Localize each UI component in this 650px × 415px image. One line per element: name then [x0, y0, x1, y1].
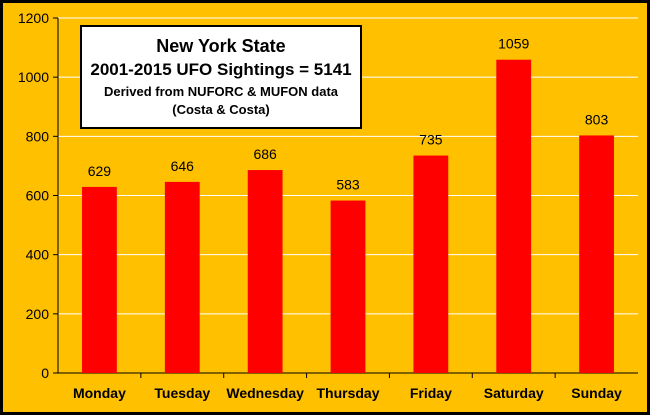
- y-tick-label: 800: [26, 128, 50, 144]
- bar-wednesday: [247, 170, 283, 373]
- bar-tuesday: [164, 181, 200, 373]
- y-tick-label: 1000: [18, 69, 49, 85]
- chart-title: New York State: [156, 36, 286, 56]
- bar-thursday: [330, 200, 366, 373]
- y-tick-label: 400: [26, 247, 50, 263]
- data-label-thursday: 583: [336, 177, 360, 193]
- chart-title-box: New York State 2001-2015 UFO Sightings =…: [80, 25, 362, 129]
- y-tick-label: 0: [41, 365, 49, 381]
- chart-source-note: Derived from NUFORC & MUFON data: [103, 84, 339, 99]
- data-label-wednesday: 686: [253, 146, 277, 162]
- x-tick-label-monday: Monday: [73, 385, 126, 401]
- x-tick-label-thursday: Thursday: [316, 385, 379, 401]
- y-tick-label: 600: [26, 188, 50, 204]
- bar-monday: [82, 186, 117, 373]
- x-tick-label-tuesday: Tuesday: [154, 385, 210, 401]
- data-label-sunday: 803: [585, 111, 609, 127]
- x-tick-label-friday: Friday: [410, 385, 452, 401]
- chart-credit: (Costa & Costa): [172, 102, 270, 117]
- bar-friday: [413, 155, 449, 373]
- bar-saturday: [496, 59, 532, 374]
- bar-sunday: [579, 135, 614, 373]
- x-tick-label-sunday: Sunday: [571, 385, 622, 401]
- y-tick-label: 200: [26, 306, 50, 322]
- chart-subtitle: 2001-2015 UFO Sightings = 5141: [90, 60, 352, 79]
- x-tick-label-wednesday: Wednesday: [226, 385, 304, 401]
- data-label-monday: 629: [88, 163, 112, 179]
- data-label-friday: 735: [419, 132, 443, 148]
- data-label-saturday: 1059: [498, 36, 529, 52]
- data-label-tuesday: 646: [171, 158, 195, 174]
- y-tick-label: 1200: [18, 10, 49, 26]
- x-tick-label-saturday: Saturday: [484, 385, 544, 401]
